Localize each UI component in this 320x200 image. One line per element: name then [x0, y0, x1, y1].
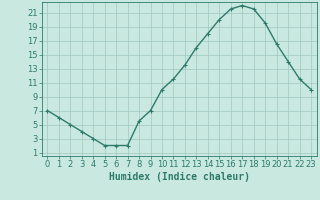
- X-axis label: Humidex (Indice chaleur): Humidex (Indice chaleur): [109, 172, 250, 182]
